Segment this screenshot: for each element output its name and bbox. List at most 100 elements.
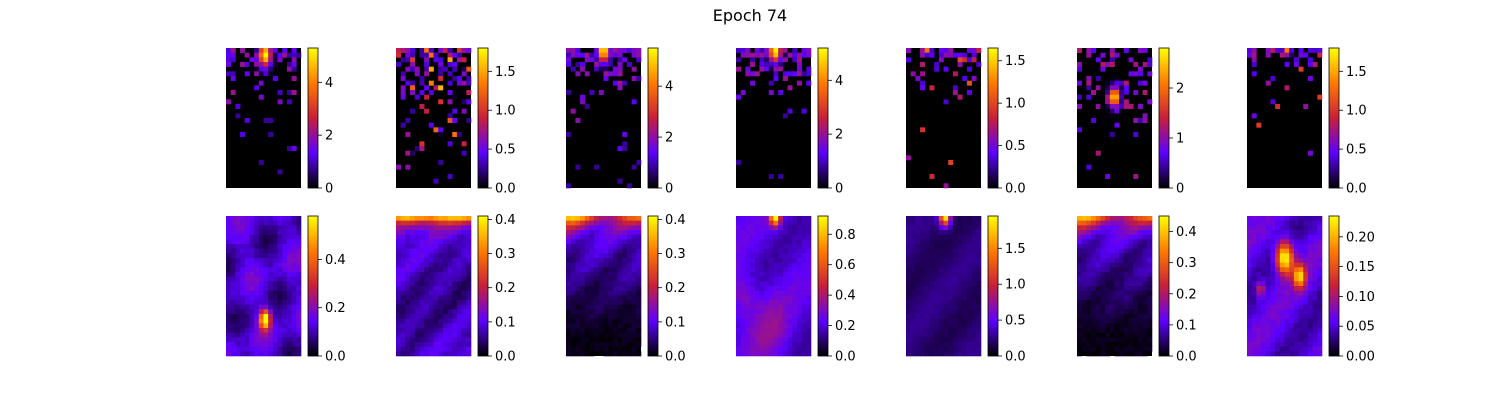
heatmap-cell [1312, 272, 1318, 277]
heatmap-cell [910, 225, 916, 231]
heatmap-cell [410, 309, 416, 315]
colorbar [817, 47, 829, 189]
heatmap-cell [1284, 304, 1290, 310]
heatmap-cell [268, 234, 274, 240]
heatmap-cell [608, 332, 614, 338]
heatmap-cell [433, 225, 439, 231]
heatmap-cell [1317, 234, 1323, 240]
heatmap-cell [1279, 309, 1285, 315]
heatmap-cell [428, 332, 434, 338]
heatmap-cell [589, 230, 595, 235]
heatmap-cell [575, 62, 581, 67]
heatmap-cell [773, 290, 779, 296]
heatmap-cell [603, 290, 609, 296]
heatmap-cell [962, 276, 968, 282]
heatmap-cell [291, 295, 297, 301]
heatmap-cell [286, 220, 292, 226]
heatmap-cell [631, 300, 637, 305]
heatmap-cell [626, 253, 632, 259]
heatmap-cell [1270, 332, 1276, 338]
heatmap-cell [400, 267, 406, 273]
heatmap-cell [631, 66, 637, 72]
heatmap-cell [1119, 346, 1125, 352]
heatmap-cell [1251, 309, 1257, 315]
heatmap-cell [230, 323, 236, 329]
heatmap-cell [608, 272, 614, 277]
heatmap-cell [226, 71, 231, 77]
heatmap-cell [414, 314, 420, 319]
heatmap-cell [452, 281, 458, 287]
heatmap-cell [966, 300, 972, 305]
heatmap-cell [1307, 286, 1313, 291]
heatmap-cell [244, 239, 250, 245]
heatmap-cell [1109, 314, 1115, 319]
heatmap-cell [1133, 300, 1139, 305]
heatmap-cell [1270, 351, 1276, 357]
heatmap-cell [1091, 290, 1097, 296]
heatmap-cell [1137, 295, 1143, 301]
heatmap-cell [249, 234, 255, 240]
heatmap-cell [1312, 351, 1318, 357]
heatmap-cell [943, 220, 949, 226]
heatmap-cell [1128, 332, 1134, 338]
heatmap-cell [258, 94, 264, 100]
heatmap-cell [1312, 309, 1318, 315]
heatmap-cell [736, 248, 741, 254]
heatmap-cell [910, 71, 916, 77]
heatmap-cell [792, 337, 798, 343]
heatmap-cell [1303, 272, 1309, 277]
heatmap-cell [466, 295, 472, 301]
heatmap-cell [419, 276, 425, 282]
heatmap-cell [419, 281, 425, 287]
heatmap-cell [1307, 258, 1313, 263]
heatmap-cell [433, 220, 439, 226]
heatmap-cell [249, 309, 255, 315]
heatmap-cell [764, 216, 770, 221]
heatmap-cell [589, 48, 595, 53]
heatmap-cell [943, 99, 949, 105]
heatmap-cell [773, 323, 779, 329]
heatmap-cell [575, 118, 581, 123]
heatmap-cell [1317, 253, 1323, 259]
heatmap-cell [1086, 276, 1092, 282]
heatmap-cell [773, 328, 779, 333]
heatmap-cell [934, 220, 940, 226]
heatmap-cell [291, 262, 297, 268]
heatmap-cell [272, 309, 278, 315]
heatmap-cell [920, 323, 926, 329]
heatmap-cell [603, 48, 609, 53]
heatmap-cell [1251, 272, 1257, 277]
heatmap-cell [1114, 328, 1120, 333]
heatmap-cell [943, 183, 949, 189]
heatmap-cell [1275, 281, 1281, 287]
heatmap-cell [910, 244, 916, 249]
heatmap-cell [263, 71, 269, 77]
heatmap-cell [594, 346, 600, 352]
heatmap-cell [759, 290, 765, 296]
heatmap-cell [1247, 267, 1252, 273]
heatmap-cell [1261, 295, 1267, 301]
heatmap-cell [566, 318, 571, 324]
heatmap-cell [433, 309, 439, 315]
heatmap-cell [971, 337, 977, 343]
heatmap-cell [1109, 328, 1115, 333]
heatmap-cell [414, 216, 420, 221]
heatmap-cell [282, 220, 288, 226]
heatmap-cell [1298, 230, 1304, 235]
heatmap-cell [570, 290, 576, 296]
heatmap-cell [1119, 342, 1125, 347]
heatmap-cell [782, 230, 788, 235]
heatmap-cell [768, 174, 774, 179]
heatmap-cell [976, 337, 982, 343]
heatmap-cell [419, 258, 425, 263]
heatmap-cell [745, 216, 751, 221]
heatmap-cell [419, 286, 425, 291]
heatmap-cell [1095, 281, 1101, 287]
heatmap-cell [1077, 314, 1082, 319]
heatmap-cell [806, 220, 812, 226]
heatmap-cell [1293, 230, 1299, 235]
colorbar-tick-label: 0.5 [1346, 143, 1367, 158]
heatmap-cell [291, 281, 297, 287]
heatmap-cell [410, 48, 416, 53]
heatmap-cell [778, 90, 784, 95]
